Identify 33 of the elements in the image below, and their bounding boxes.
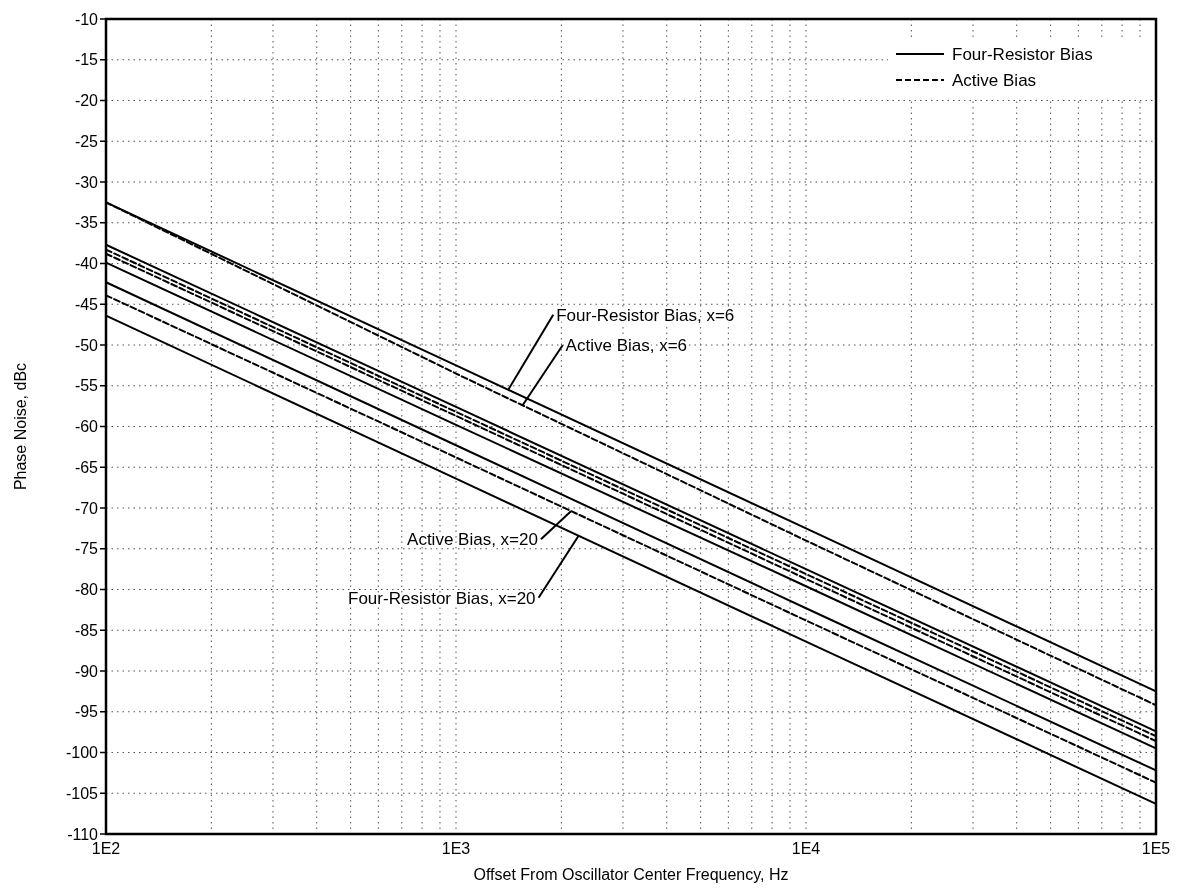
- y-tick-label: -55: [74, 377, 99, 395]
- y-tick-label: -30: [74, 173, 99, 191]
- y-axis-title: Phase Noise, dBc: [12, 362, 29, 491]
- annotation: Active Bias, x=6: [565, 336, 688, 356]
- y-tick-label: -75: [74, 540, 99, 558]
- y-tick-label: -25: [74, 132, 99, 150]
- y-tick-label: -100: [65, 744, 99, 762]
- y-tick-label: -45: [74, 295, 99, 313]
- x-tick-label: 1E3: [441, 840, 471, 857]
- y-tick-label: -90: [74, 662, 99, 680]
- y-tick-label: -95: [74, 703, 99, 721]
- y-tick-label: -20: [74, 92, 99, 110]
- y-tick-label: -70: [74, 499, 99, 517]
- x-tick-label: 1E5: [1141, 840, 1171, 857]
- y-tick-label: -40: [74, 255, 99, 273]
- y-tick-label: -60: [74, 418, 99, 436]
- y-tick-label: -15: [74, 51, 99, 69]
- y-tick-label: -35: [74, 214, 99, 232]
- y-tick-label: -85: [74, 621, 99, 639]
- annotation: Active Bias, x=20: [407, 530, 538, 550]
- legend-label: Active Bias: [952, 70, 1037, 90]
- x-tick-label: 1E2: [91, 840, 121, 857]
- y-tick-label: -50: [74, 336, 99, 354]
- y-tick-label: -65: [74, 458, 99, 476]
- annotation: Four-Resistor Bias, x=6: [556, 305, 735, 325]
- x-axis-title: Offset From Oscillator Center Frequency, Hz: [473, 866, 789, 883]
- y-tick-label: -110: [67, 825, 99, 843]
- y-tick-label: -10: [74, 10, 99, 28]
- y-tick-label: -80: [74, 581, 99, 599]
- legend-label: Four-Resistor Bias: [952, 44, 1093, 64]
- y-tick-label: -105: [65, 784, 99, 802]
- annotation: Four-Resistor Bias, x=20: [348, 588, 536, 608]
- x-tick-label: 1E4: [791, 840, 821, 857]
